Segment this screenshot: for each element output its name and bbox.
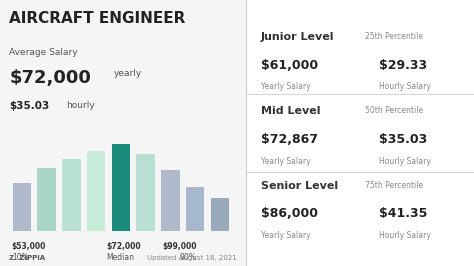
Text: 10%: 10% [12, 253, 28, 262]
Text: $41.35: $41.35 [379, 207, 428, 221]
Text: yearly: yearly [114, 69, 142, 78]
Text: $86,000: $86,000 [261, 207, 318, 221]
Text: 90%: 90% [180, 253, 197, 262]
Text: 75th Percentile: 75th Percentile [365, 181, 423, 190]
Text: Updated August 18, 2021: Updated August 18, 2021 [147, 255, 237, 261]
Text: 25th Percentile: 25th Percentile [365, 32, 423, 41]
Text: Junior Level: Junior Level [261, 32, 334, 42]
FancyBboxPatch shape [246, 0, 474, 266]
Text: Yearly Salary: Yearly Salary [261, 157, 310, 166]
Text: Mid Level: Mid Level [261, 106, 320, 117]
Bar [13, 183, 31, 231]
Bar [137, 154, 155, 231]
Text: $99,000: $99,000 [162, 242, 197, 251]
Text: 50th Percentile: 50th Percentile [365, 106, 423, 115]
Bar [210, 198, 229, 231]
Bar [161, 170, 180, 231]
Text: Average Salary: Average Salary [9, 48, 78, 57]
Text: $35.03: $35.03 [379, 133, 428, 146]
Text: Yearly Salary: Yearly Salary [261, 82, 310, 92]
Bar [186, 188, 204, 231]
Text: AIRCRAFT ENGINEER: AIRCRAFT ENGINEER [9, 11, 186, 26]
Bar [37, 168, 56, 231]
Text: Hourly Salary: Hourly Salary [379, 82, 431, 92]
Bar [87, 151, 105, 231]
Text: Z  ZIPPIA: Z ZIPPIA [9, 255, 46, 261]
Text: $72,867: $72,867 [261, 133, 318, 146]
Text: $72,000: $72,000 [107, 242, 141, 251]
Text: Median: Median [107, 253, 135, 262]
Text: Yearly Salary: Yearly Salary [261, 231, 310, 240]
Text: $61,000: $61,000 [261, 59, 318, 72]
Text: Hourly Salary: Hourly Salary [379, 231, 431, 240]
Bar [111, 144, 130, 231]
Text: $72,000: $72,000 [9, 69, 91, 87]
Text: Hourly Salary: Hourly Salary [379, 157, 431, 166]
Bar [62, 159, 81, 231]
Text: Senior Level: Senior Level [261, 181, 338, 191]
Text: hourly: hourly [66, 101, 95, 110]
Text: $35.03: $35.03 [9, 101, 50, 111]
Text: $53,000: $53,000 [12, 242, 46, 251]
Text: $29.33: $29.33 [379, 59, 428, 72]
